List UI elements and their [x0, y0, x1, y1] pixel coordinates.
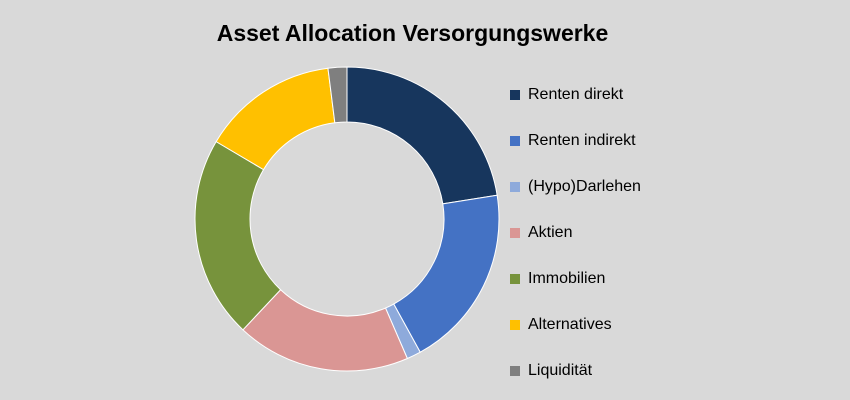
legend-swatch [510, 320, 520, 330]
legend-label: Aktien [528, 224, 573, 241]
legend-item-0: Renten direkt [510, 72, 641, 118]
donut-slice-1 [393, 194, 500, 353]
legend-item-2: (Hypo)Darlehen [510, 164, 641, 210]
legend-swatch [510, 182, 520, 192]
legend-swatch [510, 136, 520, 146]
donut-slice-6 [327, 66, 348, 124]
legend-swatch [510, 228, 520, 238]
legend-label: Immobilien [528, 270, 606, 287]
legend-label: Alternatives [528, 316, 612, 333]
chart-title: Asset Allocation Versorgungswerke [216, 20, 609, 46]
legend-label: Renten direkt [528, 86, 624, 103]
legend-swatch [510, 90, 520, 100]
legend-label: (Hypo)Darlehen [528, 178, 641, 195]
legend-item-6: Liquidität [510, 348, 641, 394]
legend: Renten direkt Renten indirekt (Hypo)Darleh… [510, 72, 641, 394]
legend-label: Liquidität [528, 362, 593, 379]
legend-item-3: Aktien [510, 210, 641, 256]
legend-item-5: Alternatives [510, 302, 641, 348]
donut-slice-0 [346, 66, 498, 205]
legend-swatch [510, 274, 520, 284]
donut-slice-4 [194, 140, 282, 331]
legend-label: Renten indirekt [528, 132, 636, 149]
legend-swatch [510, 366, 520, 376]
legend-item-4: Immobilien [510, 256, 641, 302]
legend-item-1: Renten indirekt [510, 118, 641, 164]
